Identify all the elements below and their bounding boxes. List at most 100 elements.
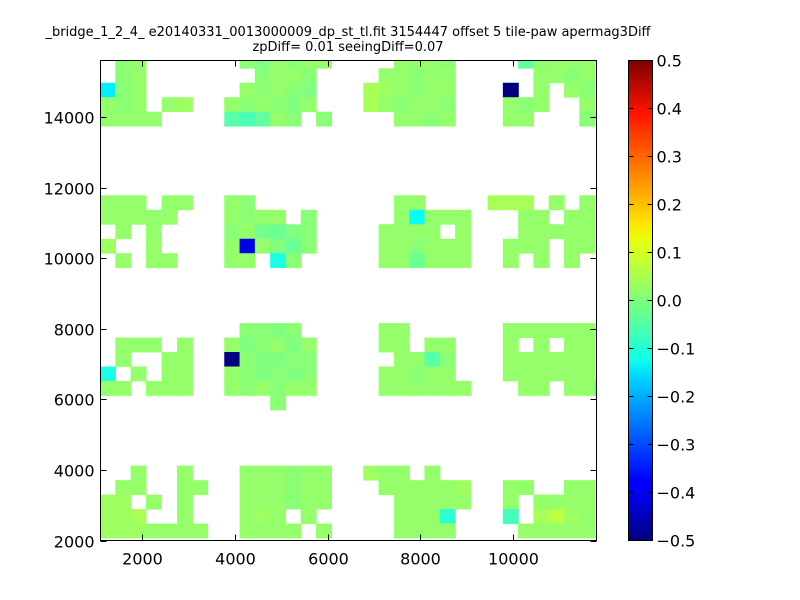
heatmap-cell (533, 494, 550, 510)
heatmap-cell (300, 366, 317, 382)
heatmap-cell (518, 238, 535, 254)
heatmap-cell (316, 111, 332, 127)
heatmap-cell (439, 337, 456, 353)
heatmap-cell (487, 195, 504, 211)
heatmap-cell (270, 60, 287, 69)
heatmap-cell (378, 337, 395, 353)
heatmap-cell (285, 224, 302, 240)
heatmap-cell (424, 209, 441, 225)
heatmap-cell (502, 337, 519, 353)
heatmap-cell (270, 97, 287, 113)
heatmap-cell (363, 82, 380, 98)
heatmap-cell (393, 337, 410, 353)
heatmap-cell (161, 380, 178, 396)
heatmap-cell (533, 253, 550, 269)
heatmap-cell (300, 97, 317, 113)
heatmap-cell (393, 82, 410, 98)
heatmap-cell (161, 523, 178, 539)
heatmap-cell (254, 494, 271, 510)
heatmap-cell (100, 209, 116, 225)
heatmap-cell (239, 97, 256, 113)
heatmap-cell (533, 366, 550, 382)
heatmap-cell (548, 195, 565, 211)
heatmap-cell (564, 366, 580, 382)
heatmap-cell (533, 97, 550, 113)
heatmap-cell (224, 366, 241, 382)
heatmap-cell (270, 238, 287, 254)
heatmap-cell (424, 337, 441, 353)
heatmap-cell (270, 253, 287, 269)
heatmap-cell (439, 111, 456, 127)
heatmap-cell (393, 509, 410, 524)
heatmap-cell (100, 97, 116, 113)
heatmap-cell (285, 465, 302, 481)
heatmap-cell (145, 523, 162, 539)
heatmap-cell (409, 97, 426, 113)
heatmap-cell (378, 323, 395, 338)
heatmap-cell (548, 509, 565, 524)
heatmap-cells (100, 60, 597, 539)
heatmap-cell (176, 195, 193, 211)
axes: 2000 4000 6000 8000 10000 2000 4000 6000 8000 100… (44, 60, 597, 569)
heatmap-cell (239, 82, 256, 98)
heatmap-cell (270, 352, 287, 367)
heatmap-cell (455, 224, 472, 240)
heatmap-cell (270, 380, 287, 396)
heatmap-cell (439, 523, 456, 539)
heatmap-cell (579, 60, 596, 69)
heatmap-cell (564, 238, 580, 254)
heatmap-cell (239, 480, 256, 496)
heatmap-cell (300, 82, 317, 98)
heatmap-cell (439, 238, 456, 254)
heatmap-cell (161, 352, 178, 367)
y-tick-label: 8000 (54, 321, 95, 340)
heatmap-cell (564, 494, 580, 510)
heatmap-cell (239, 209, 256, 225)
heatmap-cell (409, 494, 426, 510)
heatmap-cell (439, 82, 456, 98)
x-tick-label: 10000 (488, 550, 539, 569)
heatmap-cell (270, 68, 287, 84)
heatmap-cell (518, 480, 535, 496)
plot-frame (100, 60, 597, 541)
y-tick-label: 10000 (44, 250, 95, 269)
heatmap-cell (424, 68, 441, 84)
heatmap-cell (424, 82, 441, 98)
heatmap-cell (130, 111, 147, 127)
heatmap-cell (424, 238, 441, 254)
heatmap-cell (424, 509, 441, 524)
heatmap-cell (316, 60, 332, 69)
x-tick-label: 6000 (308, 550, 349, 569)
heatmap-cell (115, 209, 132, 225)
heatmap-cell (254, 465, 271, 481)
heatmap-cell (161, 253, 178, 269)
heatmap-cell (285, 323, 302, 338)
heatmap-cell (424, 480, 441, 496)
heatmap-cell (564, 224, 580, 240)
y-tick-label: 6000 (54, 391, 95, 410)
heatmap-cell (564, 352, 580, 367)
heatmap-cell (378, 253, 395, 269)
heatmap-cell (409, 523, 426, 539)
heatmap-cell (564, 323, 580, 338)
heatmap-cell (455, 209, 472, 225)
heatmap-cell (502, 82, 519, 98)
heatmap-cell (579, 209, 596, 225)
heatmap-cell (254, 82, 271, 98)
heatmap-cell (115, 224, 132, 240)
colorbar-tick-label: 0.4 (657, 100, 682, 119)
heatmap-cell (378, 465, 395, 481)
heatmap-cell (424, 97, 441, 113)
heatmap-cell (145, 253, 162, 269)
heatmap-cell (270, 509, 287, 524)
heatmap-cell (548, 352, 565, 367)
heatmap-cell (502, 494, 519, 510)
heatmap-cell (409, 352, 426, 367)
heatmap-cell (239, 195, 256, 211)
heatmap-cell (393, 480, 410, 496)
heatmap-cell (409, 253, 426, 269)
heatmap-cell (254, 352, 271, 367)
heatmap-cell (518, 60, 535, 69)
heatmap-cell (409, 509, 426, 524)
heatmap-cell (130, 523, 147, 539)
